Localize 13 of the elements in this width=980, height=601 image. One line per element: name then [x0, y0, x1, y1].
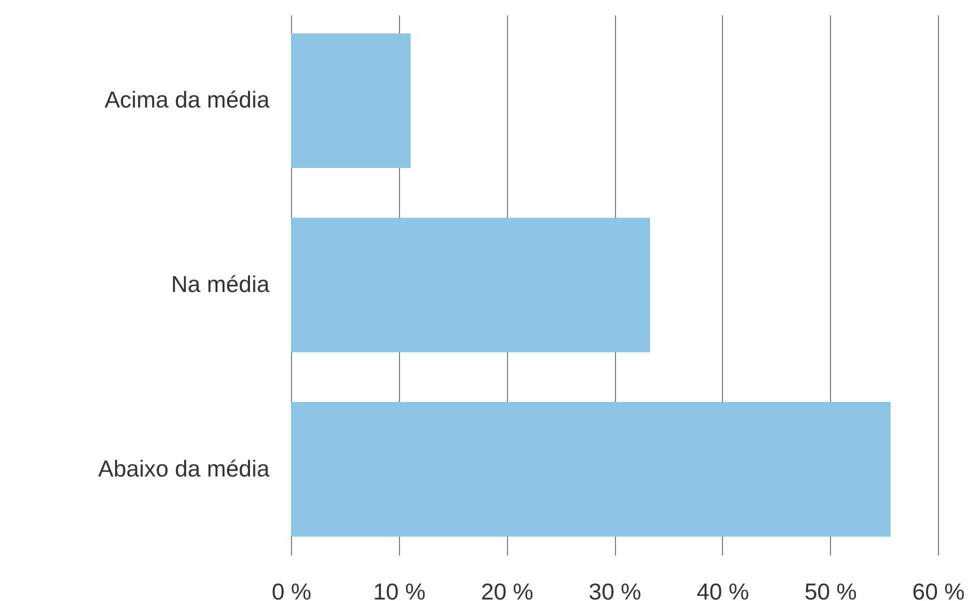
bar: [291, 33, 411, 168]
bar: [291, 402, 891, 537]
x-tick-label: 0 %: [272, 578, 312, 601]
x-tick-label: 30 %: [588, 578, 642, 601]
y-tick-label: Acima da média: [104, 86, 270, 113]
y-tick-label: Abaixo da média: [98, 455, 270, 482]
x-tick-label: 20 %: [480, 578, 534, 601]
y-tick-label: Na média: [171, 271, 270, 297]
x-tick-label: 40 %: [696, 578, 750, 601]
x-tick-label: 50 %: [804, 578, 857, 601]
x-tick-label: 60 %: [912, 578, 965, 601]
bar: [291, 218, 650, 352]
x-tick-label: 10 %: [373, 578, 426, 601]
